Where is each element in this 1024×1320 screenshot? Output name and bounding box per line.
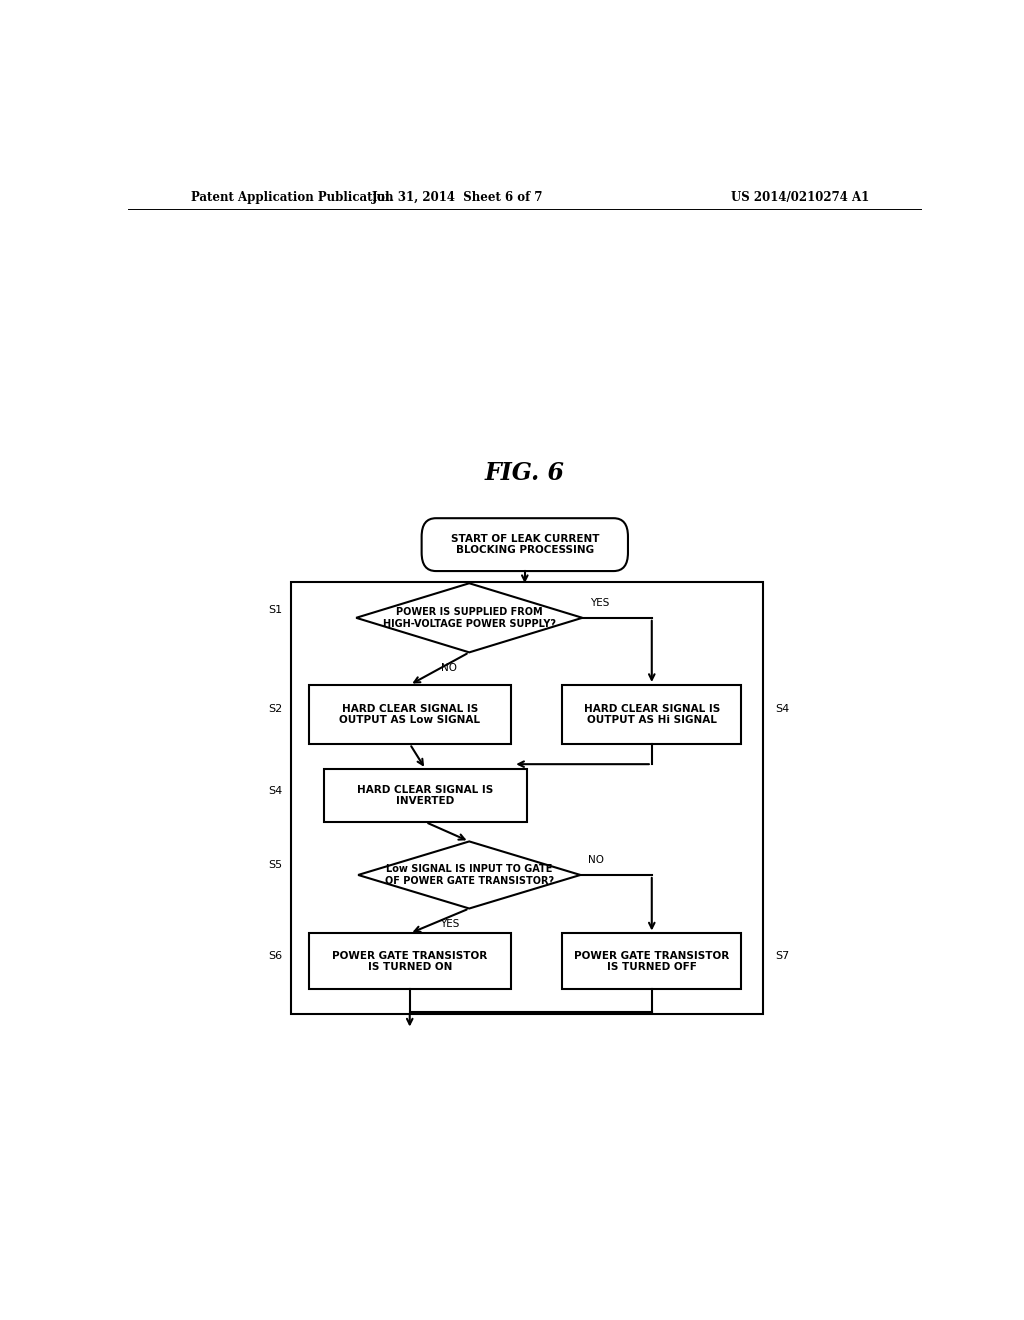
Text: POWER GATE TRANSISTOR
IS TURNED OFF: POWER GATE TRANSISTOR IS TURNED OFF	[574, 950, 729, 972]
Text: S4: S4	[775, 705, 790, 714]
Text: NO: NO	[588, 855, 604, 865]
Text: Low SIGNAL IS INPUT TO GATE
OF POWER GATE TRANSISTOR?: Low SIGNAL IS INPUT TO GATE OF POWER GAT…	[385, 865, 554, 886]
Polygon shape	[356, 583, 583, 652]
Text: START OF LEAK CURRENT
BLOCKING PROCESSING: START OF LEAK CURRENT BLOCKING PROCESSIN…	[451, 533, 599, 556]
Text: HARD CLEAR SIGNAL IS
OUTPUT AS Low SIGNAL: HARD CLEAR SIGNAL IS OUTPUT AS Low SIGNA…	[339, 704, 480, 725]
Text: S2: S2	[268, 705, 283, 714]
Bar	[562, 933, 741, 989]
Text: S1: S1	[268, 605, 283, 615]
Text: S4: S4	[268, 785, 283, 796]
Text: YES: YES	[439, 919, 459, 929]
Bar	[562, 685, 741, 744]
Text: US 2014/0210274 A1: US 2014/0210274 A1	[731, 190, 869, 203]
Text: NO: NO	[441, 663, 458, 672]
Text: YES: YES	[590, 598, 609, 607]
Text: HARD CLEAR SIGNAL IS
OUTPUT AS Hi SIGNAL: HARD CLEAR SIGNAL IS OUTPUT AS Hi SIGNAL	[584, 704, 720, 725]
Text: POWER GATE TRANSISTOR
IS TURNED ON: POWER GATE TRANSISTOR IS TURNED ON	[332, 950, 487, 972]
Polygon shape	[358, 841, 581, 908]
Text: Jul. 31, 2014  Sheet 6 of 7: Jul. 31, 2014 Sheet 6 of 7	[372, 190, 543, 203]
Text: S6: S6	[268, 952, 283, 961]
Text: S7: S7	[775, 952, 790, 961]
Text: POWER IS SUPPLIED FROM
HIGH-VOLTAGE POWER SUPPLY?: POWER IS SUPPLIED FROM HIGH-VOLTAGE POWE…	[383, 607, 556, 628]
Bar	[308, 933, 511, 989]
Bar	[291, 582, 763, 1014]
FancyBboxPatch shape	[422, 519, 628, 572]
Text: FIG. 6: FIG. 6	[484, 462, 565, 486]
Text: S5: S5	[268, 859, 283, 870]
Bar	[308, 685, 511, 744]
Text: Patent Application Publication: Patent Application Publication	[191, 190, 394, 203]
Text: HARD CLEAR SIGNAL IS
INVERTED: HARD CLEAR SIGNAL IS INVERTED	[357, 785, 494, 807]
Bar	[325, 770, 526, 822]
